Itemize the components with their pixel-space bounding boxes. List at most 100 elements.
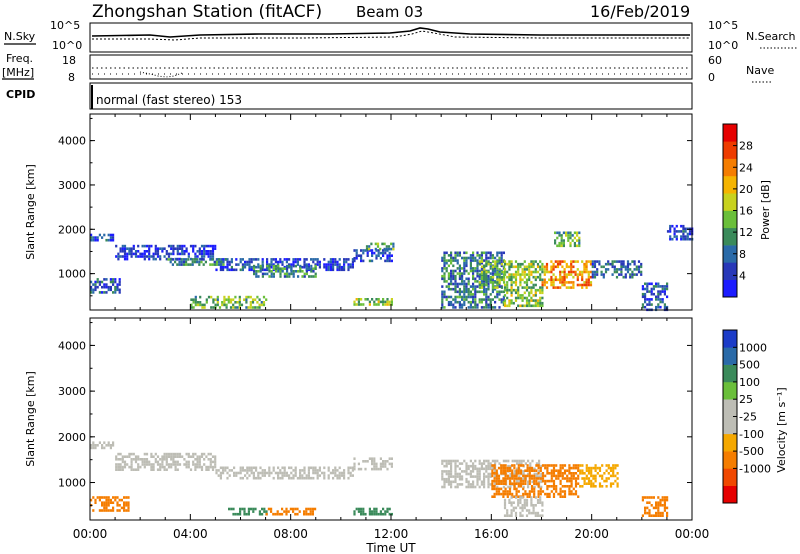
echo-cell	[493, 466, 496, 470]
echo-cell	[261, 471, 264, 475]
echo-cell	[594, 485, 597, 488]
echo-cell	[524, 479, 527, 483]
echo-cell	[487, 467, 490, 471]
echo-cell	[502, 466, 505, 470]
echo-cell	[209, 452, 212, 456]
echo-cell	[492, 275, 495, 279]
echo-cell	[688, 230, 692, 233]
echo-cell	[545, 270, 549, 274]
echo-cell	[183, 458, 186, 461]
echo-cell	[496, 485, 499, 489]
echo-cell	[550, 469, 553, 472]
echo-cell	[563, 464, 567, 467]
echo-cell	[574, 260, 577, 263]
echo-cell	[469, 293, 472, 296]
echo-cell	[176, 468, 179, 471]
echo-cell	[445, 280, 448, 283]
echo-cell	[351, 474, 354, 477]
echo-cell	[534, 299, 537, 302]
echo-cell	[574, 270, 577, 274]
echo-cell	[517, 286, 520, 289]
echo-cell	[528, 495, 531, 498]
echo-cell	[450, 459, 453, 463]
echo-cell	[594, 464, 597, 467]
echo-cell	[581, 283, 584, 287]
echo-cell	[602, 273, 605, 276]
echo-cell	[114, 280, 117, 284]
echo-cell	[585, 262, 588, 266]
echo-cell	[494, 470, 497, 473]
echo-cell	[143, 257, 146, 261]
echo-cell	[458, 267, 461, 270]
echo-cell	[585, 265, 588, 269]
echo-cell	[456, 475, 459, 478]
echo-cell	[294, 466, 297, 470]
echo-cell	[299, 476, 302, 480]
echo-cell	[613, 268, 616, 271]
echo-cell	[494, 287, 497, 291]
echo-cell	[205, 468, 208, 471]
echo-cell	[296, 263, 299, 266]
echo-cell	[176, 250, 179, 253]
echo-cell	[443, 470, 446, 473]
echo-cell	[496, 459, 499, 463]
echo-cell	[198, 247, 201, 250]
echo-cell	[652, 287, 655, 291]
echo-cell	[196, 463, 199, 466]
echo-cell	[626, 270, 630, 274]
echo-cell	[316, 474, 319, 477]
echo-cell	[517, 262, 520, 266]
echo-cell	[554, 231, 557, 235]
echo-cell	[92, 291, 95, 294]
echo-cell	[370, 242, 373, 246]
echo-cell	[211, 258, 214, 261]
echo-cell	[609, 482, 613, 485]
echo-cell	[207, 468, 210, 471]
echo-cell	[174, 468, 177, 471]
echo-cell	[223, 295, 226, 299]
echo-cell	[109, 509, 112, 512]
echo-cell	[382, 300, 385, 304]
echo-cell	[203, 303, 206, 307]
echo-cell	[445, 470, 448, 473]
echo-cell	[239, 469, 242, 472]
echo-cell	[196, 250, 199, 253]
echo-cell	[353, 259, 356, 263]
echo-cell	[585, 477, 588, 480]
echo-cell	[355, 298, 358, 301]
echo-cell	[541, 286, 544, 289]
echo-cell	[487, 480, 490, 484]
echo-cell	[382, 460, 385, 463]
echo-cell	[467, 472, 470, 476]
echo-cell	[117, 463, 120, 466]
echo-cell	[314, 267, 317, 270]
echo-cell	[105, 509, 108, 512]
echo-cell	[156, 252, 160, 256]
echo-cell	[494, 281, 497, 284]
echo-cell	[272, 275, 275, 278]
echo-cell	[382, 512, 385, 516]
nave-tick-top: 60	[708, 54, 722, 67]
echo-cell	[472, 475, 475, 478]
echo-cell	[112, 444, 115, 447]
echo-cell	[508, 288, 511, 292]
echo-cell	[215, 471, 218, 475]
echo-cell	[125, 509, 128, 512]
echo-cell	[336, 265, 339, 269]
echo-cell	[174, 463, 177, 466]
echo-cell	[489, 262, 492, 266]
echo-cell	[560, 239, 563, 242]
echo-cell	[165, 463, 168, 466]
echo-cell	[552, 262, 555, 266]
echo-cell	[519, 281, 522, 284]
echo-cell	[379, 247, 382, 251]
echo-cell	[454, 472, 457, 476]
echo-cell	[288, 466, 291, 470]
echo-cell	[483, 270, 486, 274]
echo-cell	[684, 230, 687, 233]
echo-cell	[483, 278, 486, 282]
echo-cell	[579, 485, 582, 488]
echo-cell	[235, 263, 238, 266]
echo-cell	[538, 470, 541, 473]
echo-cell	[539, 487, 542, 491]
